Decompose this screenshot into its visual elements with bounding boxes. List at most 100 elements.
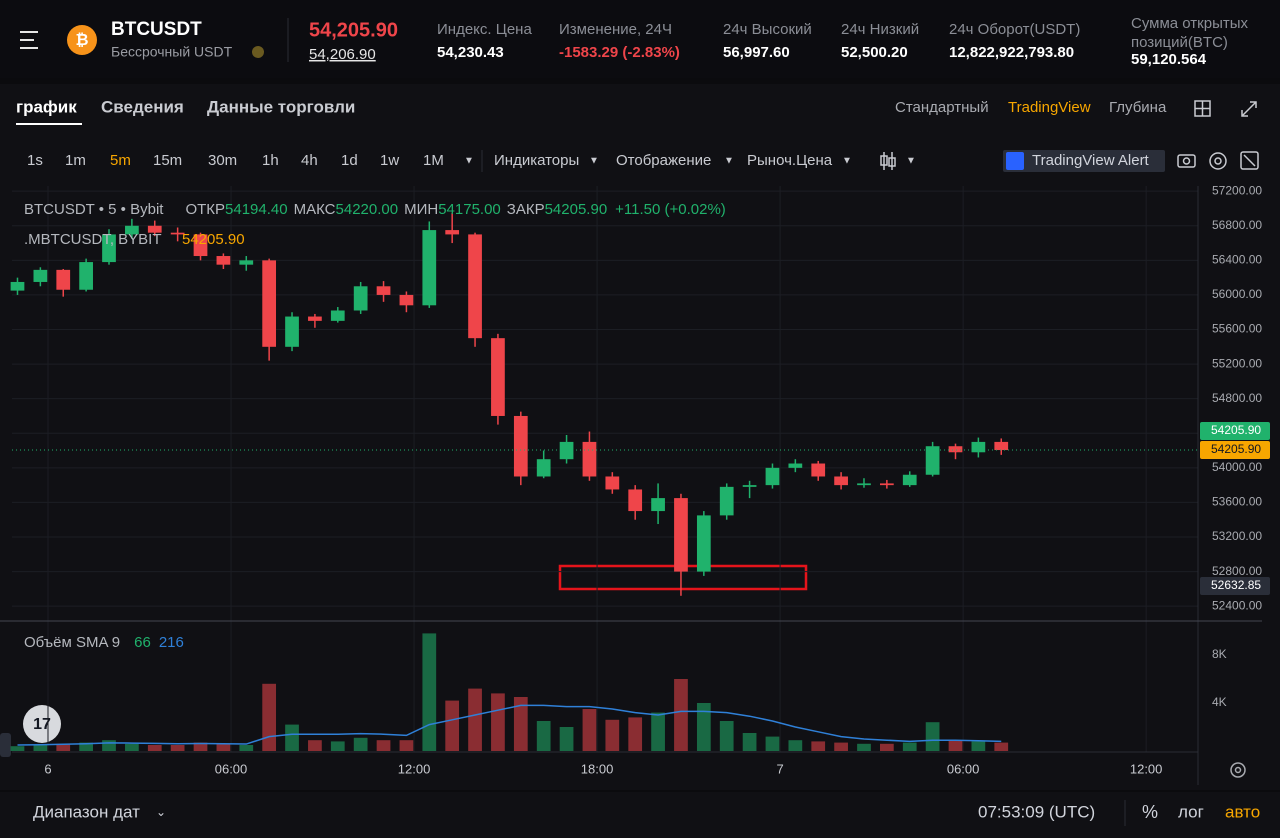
candle-body (445, 230, 460, 235)
candles (10, 212, 1009, 596)
tv-logo-glyph: 17 (33, 716, 51, 733)
candle-body (193, 234, 208, 257)
settings-icon[interactable] (1209, 152, 1227, 170)
layout-icon[interactable] (1194, 100, 1211, 117)
menu-button[interactable]: Индикаторы (494, 152, 579, 169)
volume-legend: Объём SMA 9 66 216 (24, 634, 184, 651)
side-toggle[interactable] (0, 733, 11, 757)
volume-bar (765, 736, 780, 751)
candle-body (925, 446, 940, 475)
stat-value: 56,997.60 (723, 44, 790, 61)
legend-change: +11.50 (+0.02%) (615, 201, 726, 218)
snapshot-icon[interactable] (1240, 151, 1259, 170)
info-icon[interactable] (252, 46, 264, 58)
y-tick-label: 55600.00 (1212, 322, 1262, 336)
alert-label[interactable]: TradingView Alert (1032, 152, 1150, 169)
interval-button[interactable]: 15m (153, 152, 182, 169)
stat-label: Индекс. Цена (437, 21, 532, 38)
volume-bar (582, 709, 597, 751)
dropdown-caret[interactable]: ▼ (906, 156, 916, 167)
percent-toggle[interactable]: % (1142, 802, 1158, 822)
volume-bar (376, 740, 391, 751)
volume-bar (353, 737, 368, 751)
interval-button[interactable]: 1h (262, 152, 279, 169)
volume-bar (857, 743, 871, 751)
candle-body (170, 232, 185, 235)
legend-field-value: 54194.40 (225, 201, 288, 218)
interval-button[interactable]: 1s (27, 152, 43, 169)
tv-logo[interactable] (23, 705, 61, 743)
stat-value: 52,500.20 (841, 44, 908, 61)
stat-label: 24ч Высокий (723, 21, 812, 38)
dropdown-caret[interactable]: ▼ (724, 156, 734, 167)
fullscreen-icon[interactable] (1241, 101, 1257, 117)
volume-bar (834, 742, 848, 751)
volume-bar (651, 712, 665, 751)
interval-button[interactable]: 30m (208, 152, 237, 169)
tab[interactable]: Сведения (101, 97, 184, 116)
dropdown-caret[interactable]: ▼ (464, 156, 474, 167)
volume-bar (285, 724, 299, 751)
x-tick-label: 12:00 (1130, 761, 1163, 776)
candle-body (605, 476, 620, 490)
y-tick-label: 56000.00 (1212, 287, 1262, 301)
menu-button[interactable]: Рыноч.Цена (747, 152, 833, 169)
volume-bar (902, 742, 917, 751)
dropdown-caret[interactable]: ⌄ (156, 805, 166, 819)
menu-button[interactable]: Отображение (616, 152, 711, 169)
dropdown-caret[interactable]: ▼ (589, 156, 599, 167)
candle-body (628, 489, 643, 512)
view-option[interactable]: Стандартный (895, 99, 989, 116)
legend-dot: • (95, 201, 109, 218)
interval-button[interactable]: 1w (380, 152, 399, 169)
chart-legend: BTCUSDT • 5 • Bybit ОТКР54194.40 МАКС54220… (24, 201, 726, 218)
x-tick-label: 18:00 (581, 761, 614, 776)
date-range[interactable]: Диапазон дат (33, 802, 140, 821)
y-tick-label: 54000.00 (1212, 460, 1262, 474)
price-tag-label: 52632.85 (1211, 578, 1261, 592)
log-toggle[interactable]: лог (1178, 802, 1204, 821)
candle-body (788, 463, 803, 468)
volume-bar (628, 717, 643, 751)
tab[interactable]: график (16, 97, 77, 116)
camera-icon[interactable] (1177, 154, 1196, 168)
interval-button[interactable]: 5m (110, 152, 131, 169)
coin-logo (67, 25, 97, 55)
volume-bar (811, 741, 826, 751)
volume-bar (79, 742, 93, 751)
main-panel (0, 84, 1280, 790)
candle-body (674, 498, 688, 572)
interval-button[interactable]: 1m (65, 152, 86, 169)
symbol: BTCUSDT (111, 19, 202, 40)
candle-body (491, 338, 505, 416)
interval-button[interactable]: 4h (301, 152, 318, 169)
y-tick-label: 55200.00 (1212, 356, 1262, 370)
candle-body (308, 316, 322, 321)
candle-body (971, 441, 986, 453)
menu-icon[interactable] (20, 31, 38, 49)
volume-bar (399, 740, 414, 751)
view-option[interactable]: TradingView (1008, 99, 1091, 116)
candle-type-icon[interactable] (880, 152, 896, 170)
stat-label: Сумма открытых позиций(BTC) (1131, 15, 1249, 51)
x-tick-label: 06:00 (215, 761, 248, 776)
tab[interactable]: Данные торговли (207, 97, 355, 116)
auto-toggle[interactable]: авто (1225, 802, 1260, 821)
interval-button[interactable]: 1d (341, 152, 358, 169)
interval-button[interactable]: 1M (423, 152, 444, 169)
volume-bar (125, 743, 139, 751)
gear-icon[interactable] (1230, 762, 1246, 778)
candle-body (582, 441, 597, 477)
legend-exchange: Bybit (130, 201, 164, 218)
grid (12, 186, 1198, 752)
volume-bar (696, 703, 711, 751)
view-option[interactable]: Глубина (1109, 99, 1167, 116)
alert-button[interactable] (1003, 150, 1165, 172)
dropdown-caret[interactable]: ▼ (842, 156, 852, 167)
candle-body (125, 225, 139, 235)
last-price: 54,205.90 (309, 19, 398, 41)
volume-bar (330, 741, 345, 751)
volume-tick-label: 8K (1212, 647, 1227, 661)
price-tag (1200, 577, 1270, 596)
candle-body (147, 225, 162, 233)
